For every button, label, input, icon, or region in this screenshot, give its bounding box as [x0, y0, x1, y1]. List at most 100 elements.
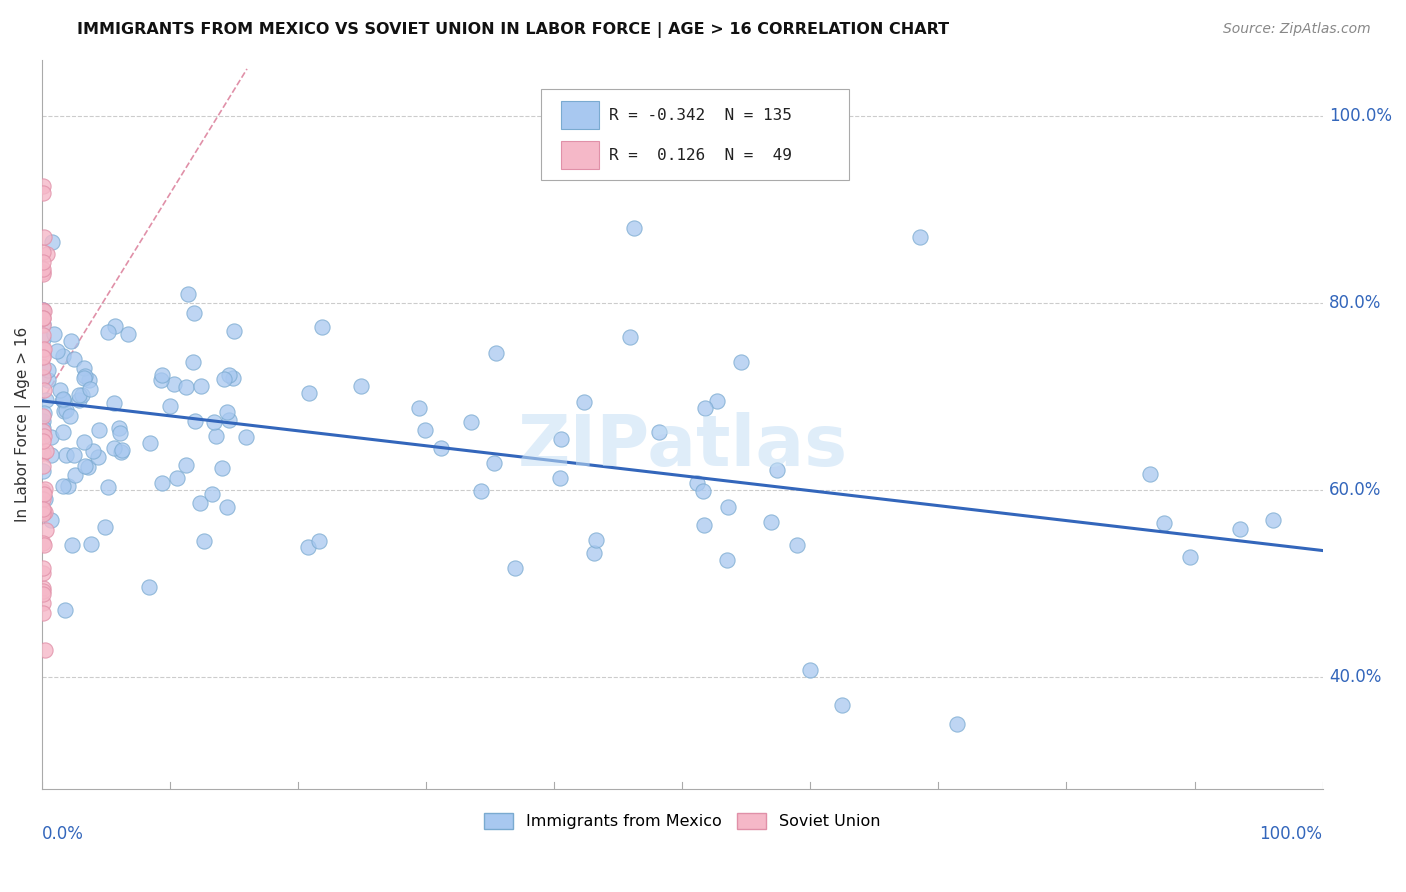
Point — [460, 415, 482, 429]
Point — [34, 538, 56, 552]
Point — [37, 373, 59, 387]
Point — [34, 643, 56, 657]
Point — [32, 230, 55, 244]
Point — [42, 326, 65, 341]
Point — [32, 302, 55, 317]
Point — [60, 334, 83, 349]
Y-axis label: In Labor Force | Age > 16: In Labor Force | Age > 16 — [15, 326, 31, 522]
FancyBboxPatch shape — [541, 89, 849, 180]
Point — [34, 505, 56, 519]
Point — [108, 425, 131, 440]
Point — [408, 401, 430, 416]
Point — [62, 352, 84, 367]
Point — [52, 393, 75, 408]
Legend: Immigrants from Mexico, Soviet Union: Immigrants from Mexico, Soviet Union — [478, 806, 887, 836]
Point — [93, 519, 115, 533]
Point — [693, 401, 716, 415]
Point — [550, 471, 572, 485]
Point — [202, 415, 225, 429]
Point — [52, 349, 75, 363]
Point — [717, 500, 740, 515]
Point — [503, 560, 526, 574]
Point — [67, 388, 90, 402]
Point — [32, 429, 55, 443]
Point — [174, 458, 197, 472]
Point — [692, 484, 714, 499]
Point — [647, 425, 669, 439]
Bar — [561, 141, 599, 169]
Point — [103, 396, 125, 410]
Point — [32, 483, 55, 498]
Point — [799, 663, 821, 677]
Point — [34, 482, 56, 496]
Point — [484, 346, 506, 360]
Point — [32, 310, 55, 325]
Point — [35, 524, 58, 538]
Point — [706, 393, 728, 408]
Point — [75, 459, 97, 474]
Point — [759, 515, 782, 529]
Point — [298, 385, 321, 400]
Point — [72, 371, 94, 385]
Point — [32, 458, 55, 473]
Point — [184, 414, 207, 428]
Point — [32, 310, 55, 325]
Point — [1178, 549, 1201, 564]
Point — [32, 581, 55, 595]
Point — [41, 235, 63, 250]
Point — [32, 350, 55, 364]
Point — [39, 448, 62, 462]
Point — [32, 370, 55, 384]
Point — [32, 342, 55, 356]
Point — [104, 319, 127, 334]
Point — [415, 423, 437, 437]
Point — [730, 355, 752, 369]
Point — [110, 444, 132, 458]
Point — [32, 414, 55, 428]
Point — [32, 318, 55, 332]
Point — [693, 517, 716, 532]
Point — [32, 245, 55, 260]
Point — [39, 513, 62, 527]
Point — [32, 424, 55, 438]
Point — [82, 443, 104, 458]
Point — [79, 382, 101, 396]
Point — [32, 345, 55, 359]
Point — [86, 450, 108, 465]
Point — [1229, 523, 1251, 537]
Point — [37, 363, 59, 377]
Point — [52, 392, 75, 406]
Point — [32, 332, 55, 346]
Point — [139, 436, 162, 450]
Point — [150, 373, 173, 387]
Point — [39, 430, 62, 444]
Point — [32, 318, 55, 332]
Point — [350, 378, 373, 392]
Point — [37, 247, 59, 261]
Point — [111, 442, 134, 457]
Point — [63, 448, 86, 462]
Point — [766, 463, 789, 477]
Text: 80.0%: 80.0% — [1329, 293, 1381, 311]
Point — [910, 230, 932, 244]
Point — [45, 344, 67, 359]
Point — [1153, 516, 1175, 530]
Point — [150, 368, 173, 382]
Text: R =  0.126  N =  49: R = 0.126 N = 49 — [609, 148, 792, 162]
Point — [63, 467, 86, 482]
Point — [34, 492, 56, 507]
Point — [32, 485, 55, 500]
Text: 0.0%: 0.0% — [42, 825, 84, 844]
Point — [32, 465, 55, 479]
Text: 40.0%: 40.0% — [1329, 668, 1381, 686]
Text: IMMIGRANTS FROM MEXICO VS SOVIET UNION IN LABOR FORCE | AGE > 16 CORRELATION CHA: IMMIGRANTS FROM MEXICO VS SOVIET UNION I… — [77, 22, 949, 38]
Point — [212, 372, 235, 386]
Text: 100.0%: 100.0% — [1260, 825, 1323, 844]
Point — [138, 580, 160, 594]
Point — [946, 716, 969, 731]
Point — [52, 479, 75, 493]
Point — [53, 404, 76, 418]
Point — [619, 330, 641, 344]
Point — [574, 395, 596, 409]
Point — [235, 430, 257, 444]
